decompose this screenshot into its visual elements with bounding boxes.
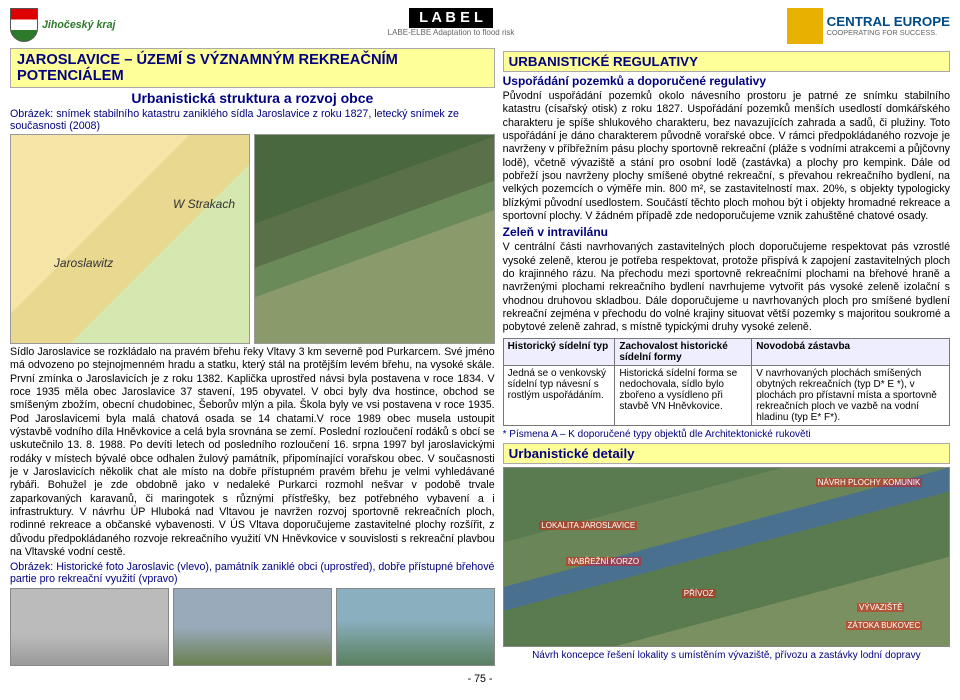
cadastre-map: Jaroslawitz W Strakach [10, 134, 250, 344]
lbl-zatoka: ZÁTOKA BUKOVEC [846, 621, 923, 630]
region-name: Jihočeský kraj [42, 19, 115, 31]
shield-icon [10, 8, 38, 42]
page: Jihočeský kraj L A B E L LABE-ELBE Adapt… [0, 0, 960, 693]
typology-table: Historický sídelní typ Zachovalost histo… [503, 338, 950, 426]
section-details: Urbanistické detaily [503, 443, 950, 464]
photo-shore [336, 588, 495, 666]
detail-aerial: NÁVRH PLOCHY KOMUNIK LOKALITA JAROSLAVIC… [503, 467, 950, 647]
th-0: Historický sídelní typ [503, 338, 615, 365]
column-left: JAROSLAVICE – ÚZEMÍ S VÝZNAMNÝM REKREAČN… [10, 48, 495, 669]
ce-square-icon [787, 8, 823, 44]
page-number: - 75 - [10, 673, 950, 685]
logo-central-europe: CENTRAL EUROPE COOPERATING FOR SUCCESS. [787, 8, 950, 44]
td-0: Jedná se o venkovský sídelní typ návesní… [503, 365, 615, 425]
label-sub: LABE-ELBE Adaptation to flood risk [388, 28, 515, 37]
lbl-lokalita: LOKALITA JAROSLAVICE [539, 521, 637, 530]
td-2: V navrhovaných plochách smíšených obytný… [752, 365, 950, 425]
table-row: Jedná se o venkovský sídelní typ návesní… [503, 365, 949, 425]
photo-historic [10, 588, 169, 666]
lbl-komunik: NÁVRH PLOCHY KOMUNIK [816, 478, 923, 487]
detail-caption: Návrh koncepce řešení lokality s umístěn… [503, 650, 950, 661]
left-subtitle: Urbanistická struktura a rozvoj obce [10, 90, 495, 106]
lbl-vyvaziste: VÝVAZIŠTĚ [857, 603, 904, 612]
section-regulations: URBANISTICKÉ REGULATIVY [503, 51, 950, 72]
table-header-row: Historický sídelní typ Zachovalost histo… [503, 338, 949, 365]
logo-region-left: Jihočeský kraj [10, 8, 115, 42]
lbl-privoz: PŘÍVOZ [682, 589, 716, 598]
cadastre-label-1: Jaroslawitz [54, 256, 113, 270]
columns: JAROSLAVICE – ÚZEMÍ S VÝZNAMNÝM REKREAČN… [10, 48, 950, 669]
sub-arrangement: Uspořádání pozemků a doporučené regulati… [503, 74, 950, 88]
map-caption: Obrázek: snímek stabilního katastru zani… [10, 108, 495, 132]
map-row: Jaroslawitz W Strakach [10, 134, 495, 344]
ce-sub: COOPERATING FOR SUCCESS. [827, 28, 950, 37]
label-main: L A B E L [409, 8, 493, 28]
page-title: JAROSLAVICE – ÚZEMÍ S VÝZNAMNÝM REKREAČN… [10, 48, 495, 88]
history-text: Sídlo Jaroslavice se rozkládalo na pravé… [10, 346, 495, 559]
table-footnote: * Písmena A – K doporučené typy objektů … [503, 429, 950, 440]
sub-greenery: Zeleň v intravilánu [503, 225, 950, 239]
td-1: Historická sídelní forma se nedochovala,… [615, 365, 752, 425]
th-2: Novodobá zástavba [752, 338, 950, 365]
aerial-map [254, 134, 494, 344]
column-right: URBANISTICKÉ REGULATIVY Uspořádání pozem… [503, 48, 950, 669]
photo-row [10, 588, 495, 666]
logo-label: L A B E L LABE-ELBE Adaptation to flood … [388, 8, 515, 37]
photo-caption: Obrázek: Historické foto Jaroslavic (vle… [10, 561, 495, 585]
photo-monument [173, 588, 332, 666]
th-1: Zachovalost historické sídelní formy [615, 338, 752, 365]
header: Jihočeský kraj L A B E L LABE-ELBE Adapt… [10, 8, 950, 44]
cadastre-label-2: W Strakach [173, 197, 235, 211]
text-greenery: V centrální části navrhovaných zastavite… [503, 241, 950, 334]
ce-title: CENTRAL EUROPE [827, 15, 950, 28]
text-arrangement: Původní uspořádání pozemků okolo návesní… [503, 90, 950, 223]
lbl-korzo: NABŘEŽNÍ KORZO [566, 557, 641, 566]
ce-text-block: CENTRAL EUROPE COOPERATING FOR SUCCESS. [827, 15, 950, 37]
